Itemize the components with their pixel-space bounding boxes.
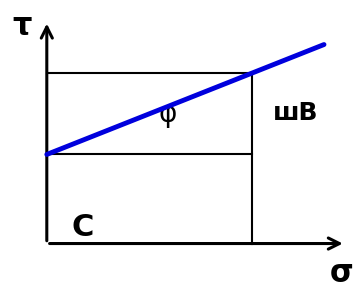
Text: σ: σ [330, 259, 354, 288]
Text: шB: шB [273, 101, 318, 125]
Text: φ: φ [158, 100, 177, 128]
Text: τ: τ [12, 12, 31, 41]
Text: C: C [72, 213, 94, 242]
